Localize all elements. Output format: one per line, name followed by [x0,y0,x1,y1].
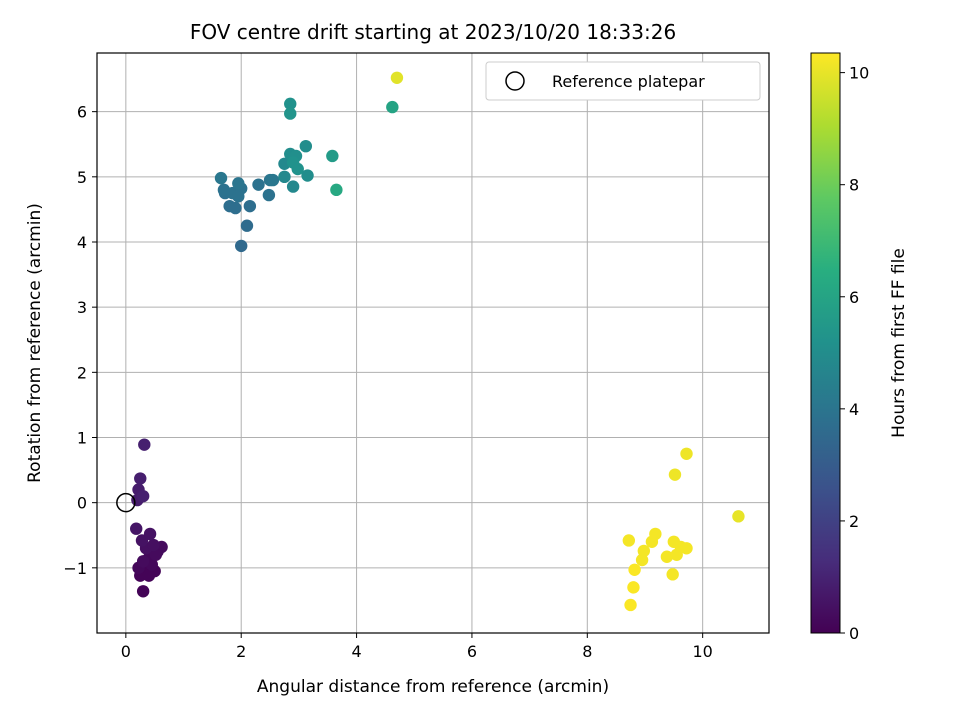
data-point [232,177,245,190]
colorbar-tick-label: 2 [849,512,859,531]
y-tick-label: 3 [77,298,87,317]
data-point [252,178,265,191]
data-point [284,97,297,111]
data-point [326,149,339,163]
data-point [622,534,636,547]
y-tick-label: 2 [77,363,87,382]
data-point [232,190,245,203]
x-tick-label: 0 [121,642,131,661]
x-tick-label: 2 [236,642,246,661]
x-tick-label: 8 [582,642,592,661]
legend-entry-reference-platepar: Reference platepar [552,72,705,91]
data-point [138,438,151,451]
y-tick-label: 5 [77,168,87,187]
reference-platepar-marker [116,492,136,513]
x-axis-label: Angular distance from reference (arcmin) [257,677,609,697]
colorbar-label: Hours from first FF file [889,248,909,438]
data-point [668,468,682,481]
data-point [136,585,150,598]
chart-title: FOV centre drift starting at 2023/10/20 … [190,20,676,44]
colorbar-ticks: 0 2 4 6 8 10 [840,64,869,643]
grid [97,53,769,633]
data-point [627,581,640,594]
data-point [666,568,679,581]
data-point [330,183,343,197]
data-point [149,548,163,561]
x-tick-label: 10 [692,642,712,661]
colorbar-tick-label: 6 [849,288,859,307]
y-tick-label: 1 [77,428,87,447]
colorbar-tick-label: 10 [849,64,869,83]
data-point [284,107,297,120]
x-tick-label: 6 [467,642,477,661]
x-tick-label: 4 [351,642,361,661]
y-tick-label: 4 [77,233,87,252]
colorbar-tick-label: 0 [849,624,859,643]
data-point [286,180,300,193]
y-axis-label: Rotation from reference (arcmin) [25,203,45,483]
data-point [386,100,399,114]
data-points [130,71,745,612]
data-point [136,555,150,568]
data-point [628,563,641,576]
data-point [732,510,745,523]
data-point [624,598,637,612]
data-point [680,542,693,555]
data-point [142,569,156,582]
data-point [143,527,157,541]
data-point [134,472,147,485]
data-point [670,548,683,561]
y-tick-label: 0 [77,494,87,513]
colorbar [810,52,841,634]
data-point [262,188,276,202]
y-tick-label: 6 [77,103,87,122]
colorbar-tick-label: 4 [849,400,859,419]
data-point [136,489,150,503]
data-point [301,169,314,182]
data-point [635,553,649,567]
data-point [680,447,693,460]
colorbar-tick-label: 8 [849,176,859,195]
legend-reference-marker [505,71,525,91]
data-point [390,71,404,84]
x-axis-ticks: 0 2 4 6 8 10 [121,633,713,661]
plot-frame [96,52,770,634]
data-point [214,171,228,185]
legend-box [485,61,761,101]
data-point [660,550,674,563]
plot-background [97,53,769,633]
data-point [645,535,659,548]
data-point [130,522,143,535]
data-point [240,219,254,232]
data-point [235,239,248,253]
y-axis-ticks: −1 0 1 2 3 4 5 6 [63,103,97,578]
data-point [147,538,160,552]
data-point [243,199,257,213]
data-point [299,139,313,153]
data-point [291,162,304,176]
y-tick-label: −1 [63,559,87,578]
legend: Reference platepar [485,61,761,101]
data-point [229,201,242,215]
data-point [266,173,280,187]
data-point [278,170,291,184]
